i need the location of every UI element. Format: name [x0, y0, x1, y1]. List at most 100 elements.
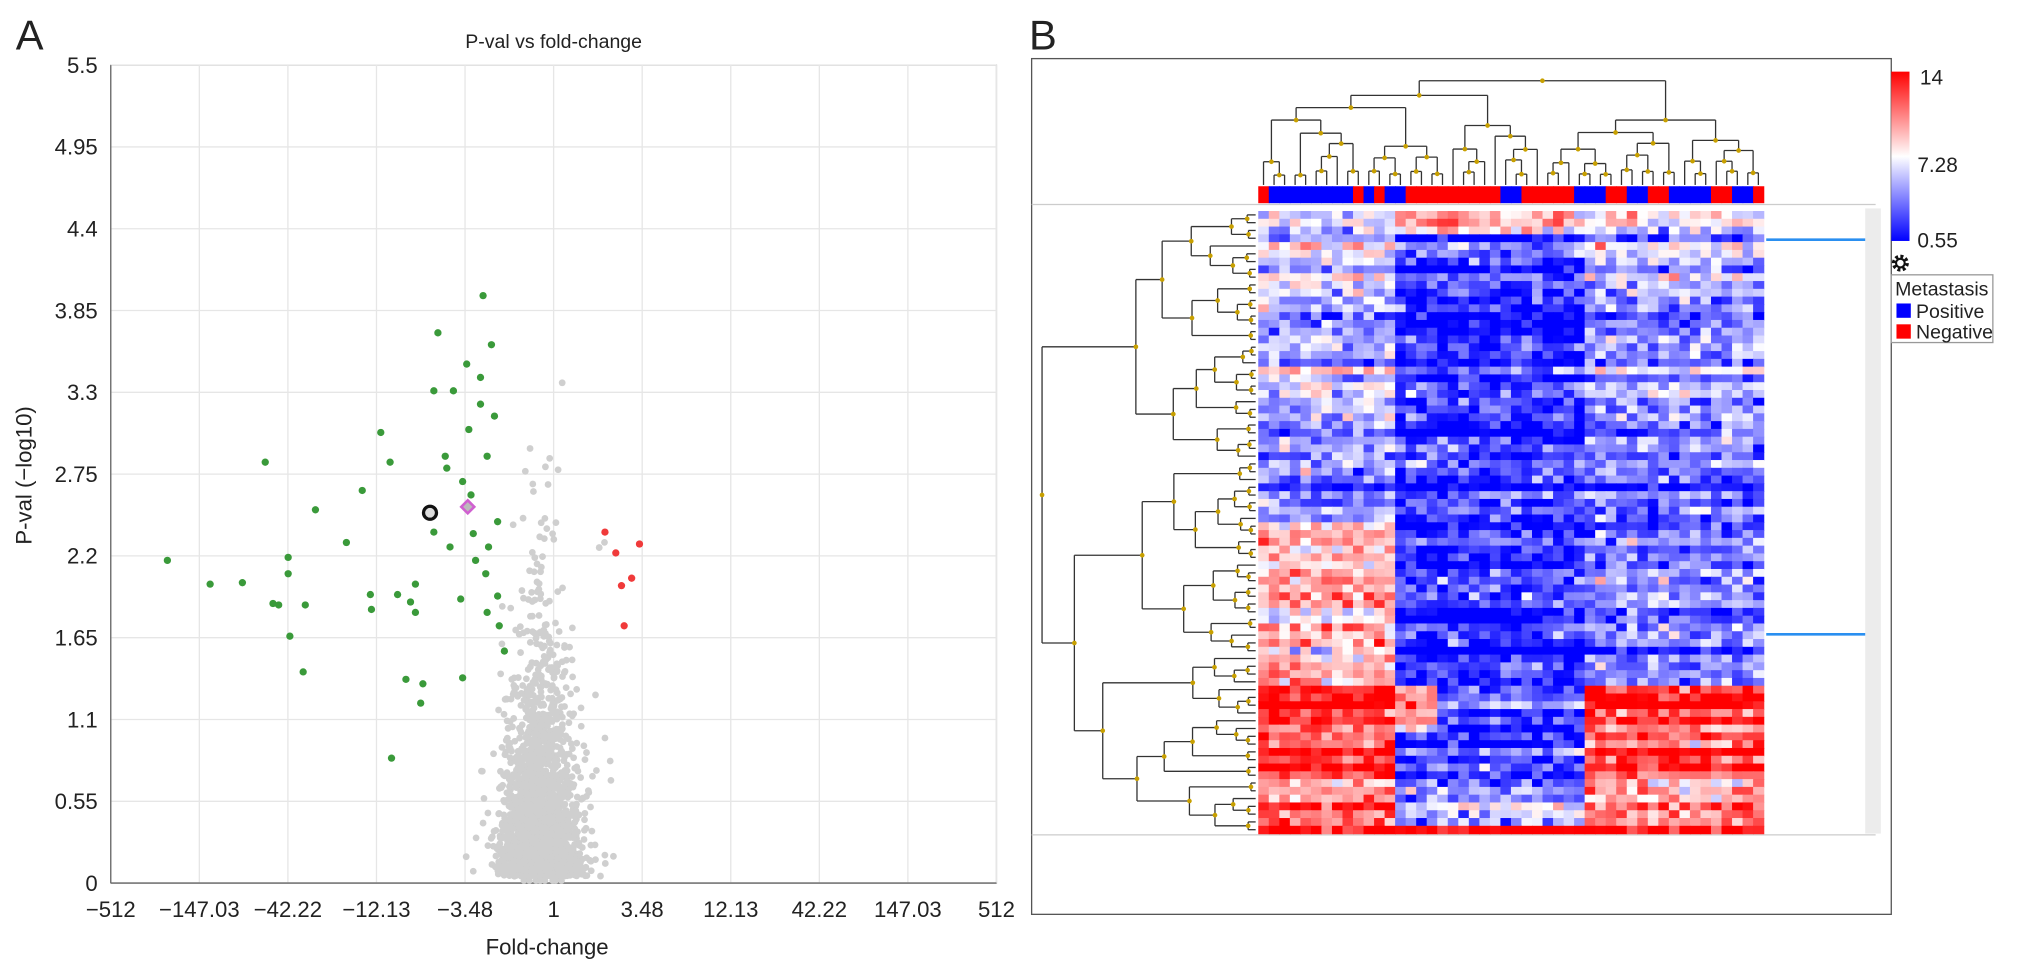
heatmap-cell	[1489, 553, 1502, 562]
heatmap-cell	[1626, 561, 1638, 570]
heatmap-cell	[1689, 281, 1702, 290]
heatmap-cell	[1658, 211, 1670, 220]
data-point-down	[483, 452, 491, 460]
heatmap-cell	[1468, 475, 1481, 485]
data-point-down	[417, 699, 425, 707]
data-point-ns	[506, 744, 514, 752]
heatmap-cell	[1468, 234, 1481, 243]
heatmap-cell	[1405, 568, 1417, 578]
heatmap-cell	[1321, 444, 1333, 453]
heatmap-cell	[1637, 436, 1649, 446]
heatmap-cell	[1531, 405, 1544, 414]
heatmap-cell	[1584, 428, 1596, 438]
heatmap-cell	[1732, 405, 1744, 414]
heatmap-cell	[1489, 273, 1502, 282]
data-point-down	[495, 622, 503, 630]
heatmap-cell	[1658, 249, 1670, 259]
heatmap-cell	[1500, 281, 1512, 290]
heatmap-cell	[1405, 530, 1417, 539]
heatmap-cell	[1258, 460, 1270, 469]
heatmap-cell	[1553, 343, 1565, 352]
heatmap-cell	[1342, 366, 1354, 376]
heatmap-cell	[1479, 242, 1491, 251]
heatmap-cell	[1574, 389, 1586, 399]
data-point-ns	[504, 724, 512, 732]
heatmap-cell	[1426, 351, 1438, 360]
heatmap-cell	[1521, 226, 1533, 236]
heatmap-cell	[1384, 374, 1396, 383]
heatmap-cell	[1310, 343, 1323, 352]
heatmap-cell	[1732, 444, 1744, 453]
heatmap-cell	[1521, 358, 1533, 368]
data-point-ns	[484, 809, 492, 817]
heatmap-cell	[1510, 545, 1523, 555]
heatmap-cell	[1658, 358, 1670, 368]
heatmap-cell	[1553, 319, 1565, 329]
heatmap-cell	[1395, 475, 1407, 485]
heatmap-cell	[1574, 475, 1586, 485]
heatmap-cell	[1510, 475, 1523, 485]
heatmap-cell	[1658, 537, 1670, 547]
heatmap-cell	[1300, 343, 1312, 352]
heatmap-cell	[1637, 522, 1649, 531]
data-point-ns	[564, 779, 572, 787]
heatmap-cell	[1616, 514, 1628, 523]
heatmap-cell	[1584, 491, 1596, 500]
data-point-down	[458, 477, 467, 486]
data-point-ns	[527, 768, 535, 776]
heatmap-cell	[1668, 389, 1681, 399]
heatmap-cell	[1595, 366, 1607, 376]
heatmap-cell	[1310, 514, 1323, 523]
heatmap-cell	[1668, 296, 1681, 306]
heatmap-cell	[1258, 576, 1270, 586]
heatmap-cell	[1721, 467, 1733, 477]
heatmap-cell	[1574, 522, 1586, 531]
heatmap-cell	[1753, 319, 1765, 329]
heatmap-cell	[1447, 234, 1459, 243]
heatmap-cell	[1647, 382, 1659, 391]
heatmap-cell	[1553, 475, 1565, 485]
heatmap-cell	[1721, 514, 1733, 523]
heatmap-cell	[1405, 343, 1417, 352]
heatmap-cell	[1479, 288, 1491, 298]
data-point-ns	[576, 850, 584, 858]
heatmap-cell	[1310, 358, 1323, 368]
heatmap-cell	[1605, 452, 1617, 461]
heatmap-cell	[1489, 452, 1502, 461]
heatmap-cell	[1595, 273, 1607, 282]
heatmap-cell	[1258, 242, 1270, 251]
heatmap-cell	[1668, 460, 1681, 469]
heatmap-cell	[1416, 522, 1428, 531]
data-point-ns	[492, 826, 500, 834]
heatmap-cell	[1342, 522, 1354, 531]
heatmap-cell	[1732, 304, 1744, 313]
heatmap-cell	[1689, 218, 1702, 228]
heatmap-cell	[1700, 351, 1712, 360]
heatmap-cell	[1447, 288, 1459, 298]
heatmap-cell	[1742, 382, 1754, 391]
heatmap-cell	[1679, 568, 1691, 578]
heatmap-cell	[1310, 436, 1323, 446]
heatmap-cell	[1563, 436, 1575, 446]
heatmap-cell	[1437, 421, 1449, 430]
heatmap-cell	[1689, 389, 1702, 399]
heatmap-cell	[1616, 428, 1628, 438]
heatmap-cell	[1416, 273, 1428, 282]
heatmap-cell	[1563, 343, 1575, 352]
heatmap-cell	[1753, 226, 1765, 236]
heatmap-cell	[1700, 491, 1712, 500]
data-point-ns	[516, 623, 524, 631]
heatmap-cell	[1437, 265, 1449, 274]
heatmap-cell	[1521, 460, 1533, 469]
heatmap-cell	[1353, 491, 1365, 500]
heatmap-cell	[1531, 460, 1544, 469]
heatmap-cell	[1289, 444, 1302, 453]
heatmap-cell	[1689, 436, 1702, 446]
heatmap-cell	[1647, 460, 1659, 469]
heatmap-cell	[1521, 335, 1533, 344]
heatmap-cell	[1563, 522, 1575, 531]
data-point-ns	[580, 836, 588, 843]
heatmap-cell	[1258, 249, 1270, 259]
heatmap-cell	[1426, 281, 1438, 290]
heatmap-cell	[1405, 514, 1417, 523]
